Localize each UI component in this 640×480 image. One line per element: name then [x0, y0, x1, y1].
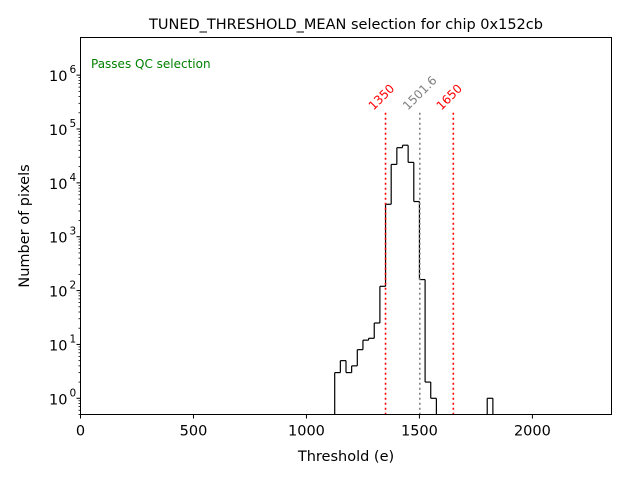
x-tick-label: 1500: [401, 424, 438, 440]
y-tick-exponent: 5: [70, 118, 77, 130]
y-tick-label: 10: [49, 231, 67, 247]
chart-title: TUNED_THRESHOLD_MEAN selection for chip …: [148, 17, 543, 33]
y-tick-exponent: 3: [70, 226, 77, 238]
x-tick-label: 500: [180, 424, 208, 440]
y-tick-label: 10: [49, 69, 67, 85]
y-tick-exponent: 0: [70, 387, 77, 399]
y-tick-exponent: 2: [70, 280, 77, 292]
y-tick-label: 10: [49, 177, 67, 193]
y-axis-label: Number of pixels: [17, 164, 33, 287]
y-tick-label: 10: [49, 285, 67, 301]
qc-annotation: Passes QC selection: [91, 57, 211, 71]
y-tick-label: 10: [49, 338, 67, 354]
y-tick-label: 10: [49, 392, 67, 408]
y-tick-exponent: 4: [70, 172, 77, 184]
x-tick-label: 1000: [288, 424, 325, 440]
x-tick-label: 2000: [514, 424, 551, 440]
x-axis-label: Threshold (e): [297, 449, 394, 465]
y-tick-exponent: 1: [70, 333, 77, 345]
x-axis: 0 500 1000 1500 2000: [76, 414, 551, 440]
y-tick-label: 10: [49, 123, 67, 139]
y-tick-exponent: 6: [70, 64, 77, 76]
x-tick-label: 0: [76, 424, 85, 440]
plot-frame: [80, 37, 612, 415]
